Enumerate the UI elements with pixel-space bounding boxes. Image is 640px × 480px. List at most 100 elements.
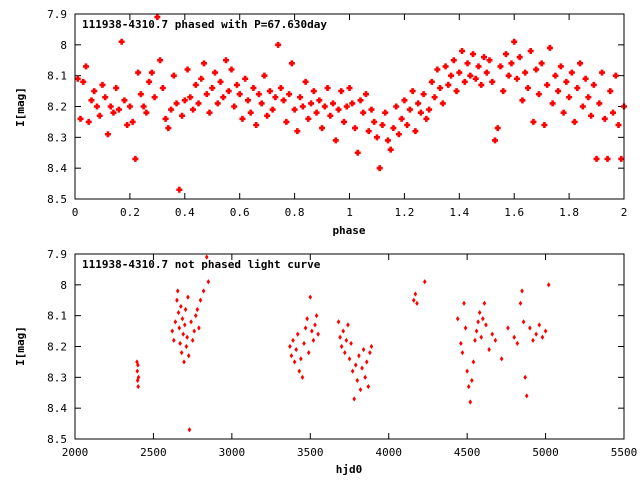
data-point	[203, 91, 210, 98]
data-point	[168, 106, 175, 113]
data-point	[201, 60, 208, 67]
data-point	[313, 109, 320, 116]
data-point	[181, 331, 186, 337]
data-point	[170, 72, 177, 79]
data-point	[186, 353, 191, 359]
data-point	[497, 63, 504, 70]
data-point	[431, 94, 438, 101]
data-point	[253, 122, 260, 128]
data-point	[390, 125, 397, 132]
data-point	[280, 97, 287, 104]
data-point	[439, 100, 446, 107]
data-point	[607, 88, 614, 95]
x-tick-label: 1.8	[559, 206, 579, 219]
data-point	[231, 103, 238, 110]
data-point	[531, 337, 535, 343]
data-point	[336, 319, 341, 325]
data-point	[269, 106, 276, 113]
data-point	[364, 359, 369, 365]
data-point	[82, 63, 89, 70]
data-point	[417, 109, 424, 116]
data-point	[557, 63, 564, 70]
x-tick-label: 5000	[532, 446, 559, 459]
data-point	[162, 115, 169, 122]
data-point	[288, 60, 295, 67]
data-point	[596, 100, 603, 107]
data-point	[217, 78, 224, 85]
data-point	[366, 383, 371, 390]
data-point	[305, 115, 312, 122]
data-point	[80, 78, 87, 85]
data-point	[518, 300, 523, 306]
data-point	[491, 137, 498, 144]
data-point	[484, 322, 488, 328]
data-point	[459, 48, 466, 54]
data-point	[537, 322, 542, 328]
data-point	[313, 322, 317, 328]
data-point	[590, 81, 597, 88]
data-point	[423, 115, 430, 122]
data-point	[255, 91, 262, 98]
data-point	[486, 57, 493, 64]
data-point	[341, 118, 348, 125]
data-point	[515, 340, 520, 347]
x-tick-label: 2	[621, 206, 628, 219]
data-point	[179, 303, 183, 310]
data-point	[157, 57, 164, 64]
data-point	[487, 346, 491, 353]
data-point	[206, 109, 213, 116]
data-point	[211, 69, 218, 76]
data-point	[445, 81, 452, 88]
data-point	[398, 115, 405, 122]
data-point	[303, 325, 308, 331]
data-point	[110, 109, 117, 116]
data-point	[136, 374, 141, 380]
data-point	[615, 122, 622, 128]
y-tick-label: 8.3	[47, 131, 67, 144]
data-point	[464, 60, 471, 67]
axis-ticks: 0 0.2 0.4 0.6 0.8 1 1.2 1.4 1.6 1.8 2 7.9 8 8.1 8.2 8.3…	[47, 8, 627, 219]
data-point	[481, 54, 488, 61]
data-point	[371, 118, 378, 125]
y-tick-label: 8.5	[47, 193, 67, 206]
data-point	[579, 103, 586, 110]
data-point	[96, 112, 103, 119]
data-point	[306, 350, 311, 356]
data-point	[85, 118, 92, 125]
data-point	[195, 306, 200, 313]
data-point	[93, 103, 100, 110]
data-point	[530, 118, 537, 125]
data-point	[455, 316, 460, 322]
x-tick-label: 1.2	[394, 206, 414, 219]
y-axis-label: I[mag]	[14, 326, 27, 366]
data-point	[190, 337, 195, 343]
axis-ticks: 2000 2500 3000 3500 4000 4500 5000 5500 7.9 8 8.1 8…	[47, 248, 637, 459]
x-tick-label: 0.4	[175, 206, 195, 219]
data-point	[365, 128, 372, 135]
y-tick-label: 7.9	[47, 8, 67, 21]
chart-title: 111938-4310.7 phased with P=67.630day	[82, 18, 327, 31]
data-point	[179, 112, 186, 119]
data-point	[310, 328, 314, 334]
data-point	[601, 115, 608, 122]
data-point	[308, 294, 313, 300]
x-tick-label: 0.8	[285, 206, 305, 219]
data-point	[346, 85, 353, 91]
data-point	[468, 399, 473, 405]
y-tick-label: 8.1	[47, 310, 67, 323]
data-point	[159, 85, 166, 91]
data-point	[190, 106, 197, 113]
y-tick-label: 8.2	[47, 101, 67, 114]
data-point	[472, 75, 479, 82]
data-point	[186, 294, 190, 300]
data-point	[462, 300, 466, 306]
x-tick-label: 0.6	[230, 206, 250, 219]
data-point	[184, 66, 191, 73]
data-point	[502, 51, 509, 58]
data-point	[184, 343, 189, 350]
data-point	[175, 297, 179, 303]
data-point	[140, 103, 147, 110]
data-point	[406, 106, 413, 113]
data-point	[148, 69, 155, 76]
